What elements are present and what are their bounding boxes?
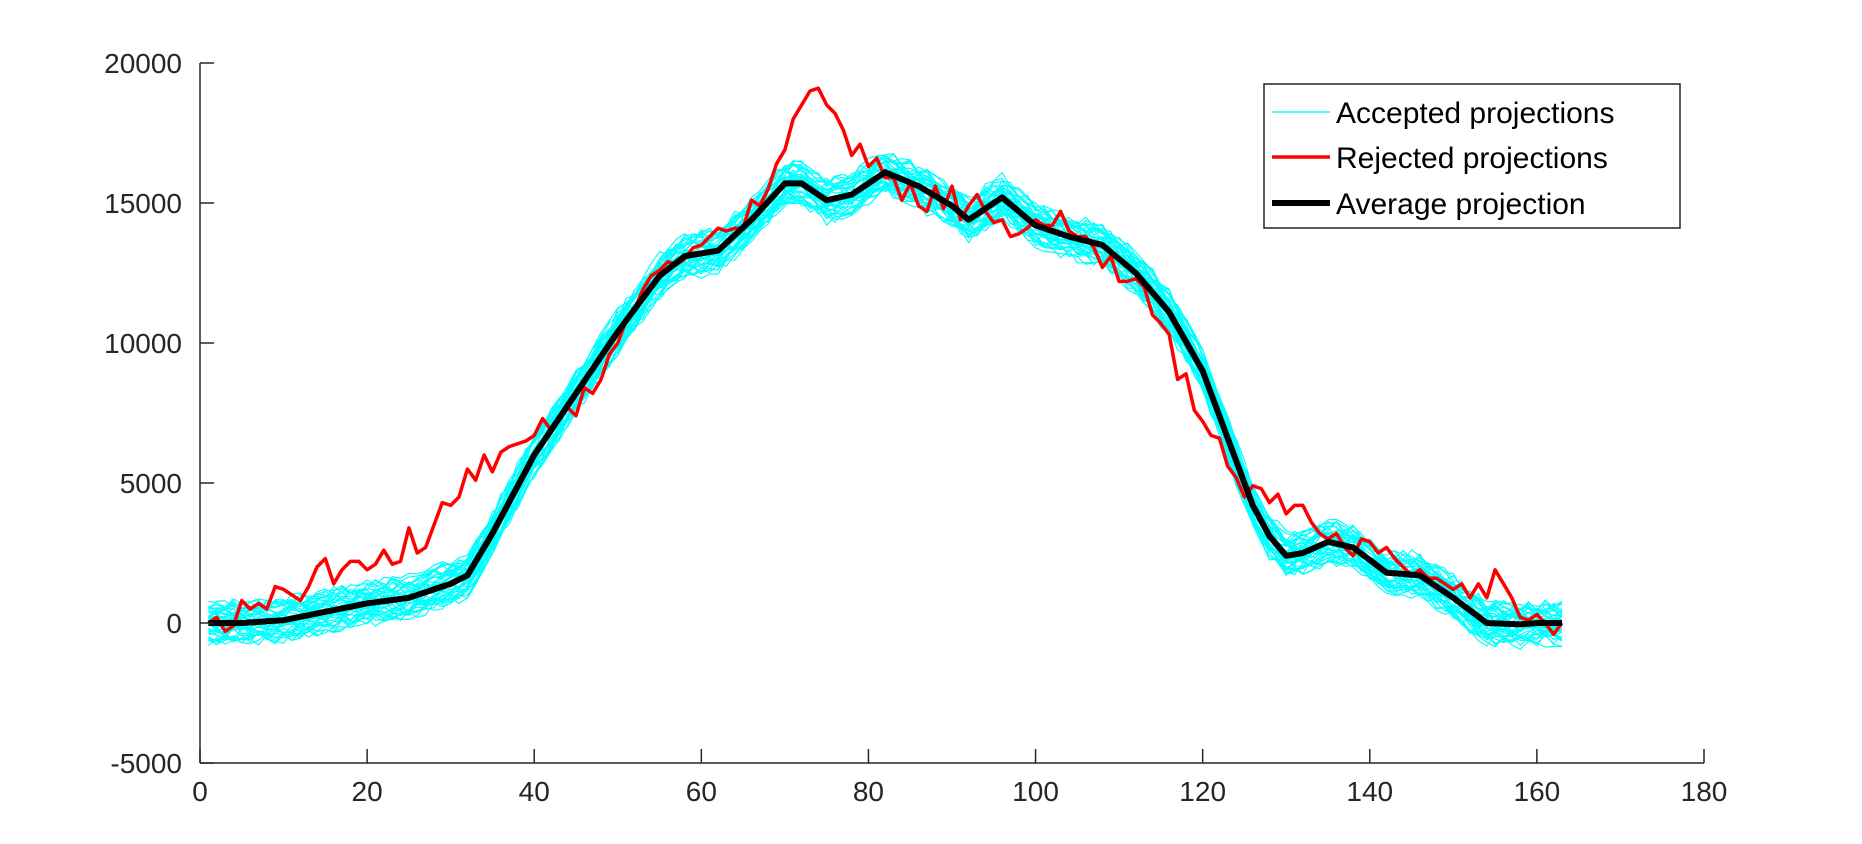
accepted-projection-line — [208, 186, 1563, 644]
accepted-projection-line — [208, 182, 1563, 641]
accepted-projection-line — [208, 155, 1563, 613]
x-tick-label: 160 — [1514, 776, 1561, 807]
legend: Accepted projections Rejected projection… — [1263, 83, 1681, 229]
x-tick-label: 0 — [192, 776, 208, 807]
accepted-projection-line — [207, 152, 1563, 612]
x-tick-label: 80 — [853, 776, 884, 807]
y-tick-label: -5000 — [110, 748, 182, 779]
tick-marks — [199, 62, 1705, 764]
accepted-projection-line — [208, 186, 1563, 644]
plot-area — [207, 86, 1564, 651]
accepted-projection-line — [208, 187, 1563, 644]
legend-label-rejected: Rejected projections — [1336, 142, 1608, 175]
legend-entry-rejected: Rejected projections — [1272, 142, 1608, 175]
x-tick-label: 20 — [352, 776, 383, 807]
x-tick-label: 180 — [1681, 776, 1728, 807]
legend-entry-average: Average projection — [1272, 188, 1586, 221]
y-tick-label: 5000 — [120, 468, 182, 499]
accepted-projection-line — [208, 160, 1563, 620]
x-tick-label: 100 — [1012, 776, 1059, 807]
accepted-projection-line — [208, 184, 1563, 651]
legend-entry-accepted: Accepted projections — [1272, 97, 1615, 130]
tick-labels: 0 20 40 60 80 100 120 140 160 180 -5000 0 5000 10000 1… — [104, 48, 1727, 807]
y-tick-label: 20000 — [104, 48, 182, 79]
accepted-projection-line — [208, 176, 1563, 631]
accepted-projection-line — [207, 188, 1563, 647]
x-tick-label: 120 — [1179, 776, 1226, 807]
accepted-projection-line — [208, 180, 1563, 639]
rejected-projection-line — [207, 86, 1564, 636]
legend-box — [1263, 83, 1681, 229]
y-tick-label: 15000 — [104, 188, 182, 219]
x-tick-label: 140 — [1346, 776, 1393, 807]
accepted-projection-line — [207, 182, 1563, 639]
x-tick-label: 60 — [686, 776, 717, 807]
average-projection-line — [208, 169, 1562, 628]
accepted-projection-line — [208, 188, 1563, 647]
y-tick-label: 10000 — [104, 328, 182, 359]
axes — [199, 63, 1704, 764]
y-tick-label: 0 — [166, 608, 182, 639]
x-tick-label: 40 — [519, 776, 550, 807]
legend-label-average: Average projection — [1336, 188, 1586, 221]
legend-label-accepted: Accepted projections — [1336, 97, 1615, 130]
